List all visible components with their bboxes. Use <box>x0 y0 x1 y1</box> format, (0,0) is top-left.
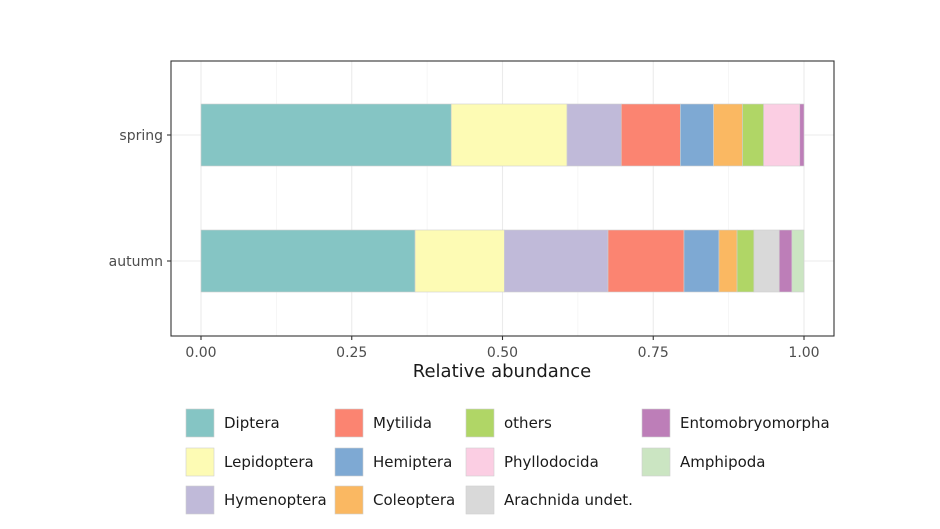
legend-item: Arachnida undet. <box>465 485 633 515</box>
bar-segment <box>680 103 714 167</box>
bar-segment <box>504 229 609 293</box>
legend-item: Mytilida <box>334 408 432 438</box>
y-tick-label: spring <box>119 128 163 144</box>
bar-segment <box>450 103 568 167</box>
legend-label: Coleoptera <box>373 491 455 509</box>
legend-item: Coleoptera <box>334 485 455 515</box>
legend-swatch <box>465 408 495 438</box>
legend: Diptera Lepidoptera Hymenoptera Mytilida Hem… <box>185 408 830 515</box>
bar-segment <box>683 229 720 293</box>
legend-swatch <box>334 447 364 477</box>
legend-item: Entomobryomorpha <box>641 408 830 438</box>
legend-label: Arachnida undet. <box>504 491 633 509</box>
legend-label: others <box>504 414 552 432</box>
x-tick-label: 0.75 <box>638 345 669 361</box>
legend-item: Hymenoptera <box>185 485 327 515</box>
bar-segment <box>763 103 801 167</box>
bars <box>200 103 805 293</box>
legend-swatch <box>334 485 364 515</box>
legend-item: Diptera <box>185 408 280 438</box>
legend-swatch <box>334 408 364 438</box>
bar-segment <box>718 229 738 293</box>
legend-swatch <box>465 485 495 515</box>
bar-segment <box>200 229 416 293</box>
bar-segment <box>620 103 681 167</box>
bar-segment <box>791 229 805 293</box>
legend-item: Amphipoda <box>641 447 765 477</box>
legend-label: Mytilida <box>373 414 432 432</box>
legend-label: Entomobryomorpha <box>680 414 830 432</box>
y-axis: spring autumn <box>109 128 171 270</box>
bar-segment <box>607 229 685 293</box>
legend-item: Phyllodocida <box>465 447 599 477</box>
legend-label: Diptera <box>224 414 280 432</box>
legend-swatch <box>185 408 215 438</box>
y-tick-label: autumn <box>109 254 163 270</box>
legend-item: Lepidoptera <box>185 447 314 477</box>
legend-swatch <box>641 408 671 438</box>
bar-segment <box>200 103 452 167</box>
x-tick-label: 0.50 <box>487 345 518 361</box>
legend-label: Hemiptera <box>373 453 452 471</box>
legend-item: Hemiptera <box>334 447 452 477</box>
x-tick-label: 0.00 <box>185 345 216 361</box>
x-axis-title: Relative abundance <box>413 361 591 382</box>
x-axis: 0.00 0.25 0.50 0.75 1.00 <box>185 336 820 361</box>
legend-swatch <box>641 447 671 477</box>
legend-swatch <box>185 447 215 477</box>
legend-label: Amphipoda <box>680 453 765 471</box>
legend-label: Hymenoptera <box>224 491 327 509</box>
legend-swatch <box>465 447 495 477</box>
bar-segment <box>566 103 622 167</box>
legend-swatch <box>185 485 215 515</box>
bar-segment <box>799 103 805 167</box>
bar-segment <box>742 103 764 167</box>
bar-segment <box>778 229 793 293</box>
legend-label: Lepidoptera <box>224 453 314 471</box>
bar-segment <box>736 229 755 293</box>
legend-item: others <box>465 408 552 438</box>
x-tick-label: 0.25 <box>336 345 367 361</box>
bar-segment <box>753 229 780 293</box>
legend-label: Phyllodocida <box>504 453 599 471</box>
x-tick-label: 1.00 <box>788 345 819 361</box>
bar-segment <box>414 229 505 293</box>
bar-segment <box>713 103 743 167</box>
